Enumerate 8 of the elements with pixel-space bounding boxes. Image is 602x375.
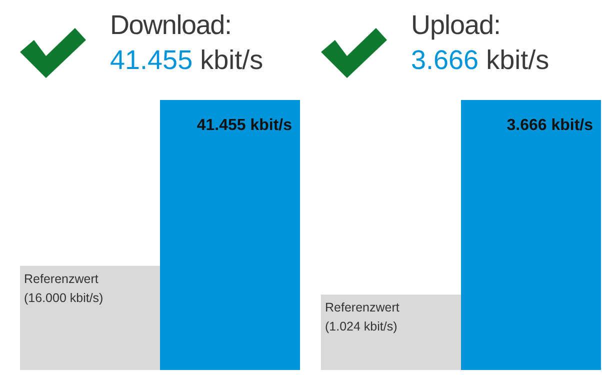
chart-title: Upload: xyxy=(411,10,501,40)
chart-subtitle: 3.666 kbit/s xyxy=(411,45,550,75)
chart-title: Download: xyxy=(110,10,232,40)
chart-subtitle: 41.455 kbit/s xyxy=(110,45,264,75)
data-label: 41.455 kbit/s xyxy=(196,117,292,134)
data-label: Referenzwert (16.000 kbit/s) xyxy=(24,272,104,305)
data-label: 3.666 kbit/s xyxy=(506,117,594,134)
data-label: Referenzwert (1.024 kbit/s) xyxy=(325,300,400,334)
